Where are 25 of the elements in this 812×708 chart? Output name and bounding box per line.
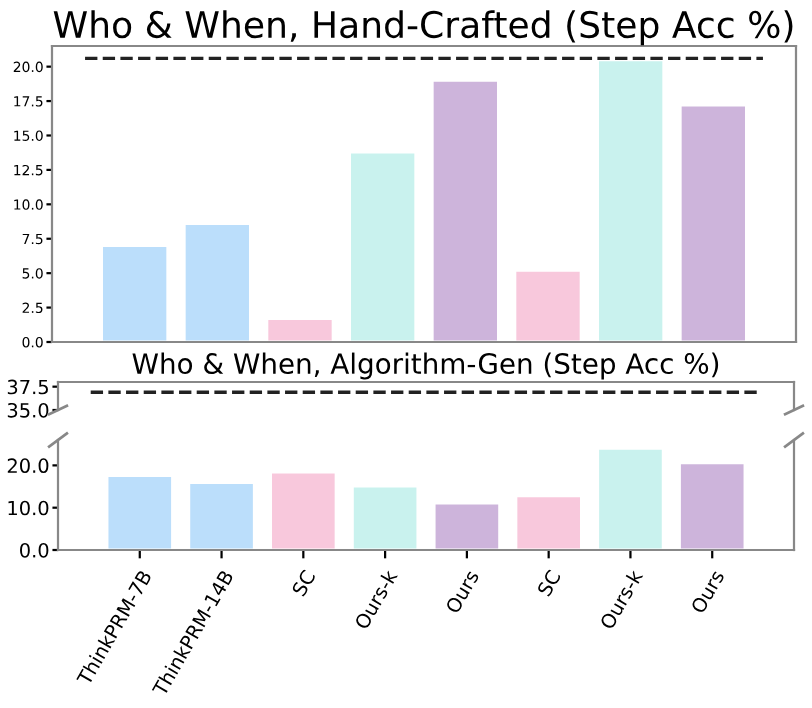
bar xyxy=(265,317,335,342)
bar xyxy=(105,474,174,550)
bar xyxy=(514,494,583,550)
bar xyxy=(678,461,747,550)
x-tick-label: SC xyxy=(291,569,316,597)
bar xyxy=(348,150,418,342)
y-tick-label: 35.0 xyxy=(7,402,49,418)
bar xyxy=(596,447,665,550)
bar xyxy=(513,269,583,342)
y-tick-label: 0.0 xyxy=(20,542,49,558)
bar xyxy=(351,484,420,550)
chart-title: Who & When, Algorithm-Gen (Step Acc %) xyxy=(132,352,719,380)
bar xyxy=(100,244,170,342)
bar xyxy=(596,58,666,342)
y-tick-label: 20.0 xyxy=(7,458,49,474)
y-tick-label: 10.0 xyxy=(8,500,49,516)
bar xyxy=(430,79,500,342)
bar xyxy=(678,103,748,342)
x-tick-label: SC xyxy=(536,569,562,597)
bar xyxy=(432,501,501,550)
bar xyxy=(269,470,338,550)
bar xyxy=(187,481,256,550)
chart-title: Who & When, Hand-Crafted (Step Acc %) xyxy=(53,10,793,46)
bar xyxy=(182,222,252,342)
y-tick-label: 37.5 xyxy=(7,379,48,395)
